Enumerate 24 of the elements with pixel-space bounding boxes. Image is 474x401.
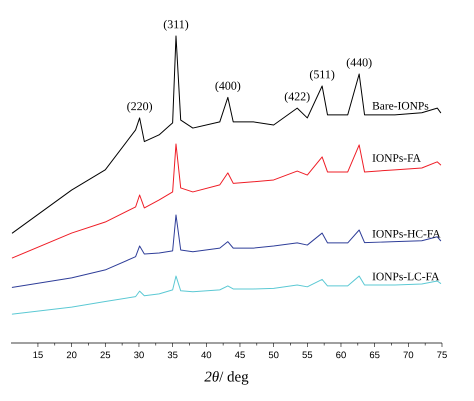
x-tick-label: 75: [437, 352, 447, 358]
annotation: (511): [310, 70, 334, 81]
x-tick-label: 50: [268, 352, 279, 358]
annotation: (311): [164, 20, 188, 31]
x-tick-label: 25: [100, 352, 110, 358]
annotation: (220): [127, 102, 152, 113]
annotation: (440): [346, 58, 372, 69]
x-tick-label: 65: [370, 352, 380, 358]
x-tick-label: 15: [33, 352, 43, 358]
x-tick-label: 30: [134, 352, 144, 358]
x-tick-label: 45: [234, 352, 245, 358]
series-label: Bare-IONPs: [372, 102, 428, 110]
x-tick-label: 20: [66, 352, 76, 358]
annotation: (422): [284, 92, 310, 103]
series-label: IONPs-HC-FA: [372, 230, 441, 238]
x-tick-label: 70: [404, 352, 414, 358]
series-label: IONPs-FA: [372, 154, 421, 162]
x-axis-title: 2θ/ deg: [204, 371, 248, 385]
annotation: (400): [215, 81, 240, 92]
x-tick-label: 40: [201, 352, 212, 358]
x-tick-label: 55: [302, 352, 312, 358]
series-label: IONPs-LC-FA: [372, 272, 440, 280]
x-tick-label: 35: [168, 352, 178, 358]
x-tick-label: 60: [336, 352, 346, 358]
